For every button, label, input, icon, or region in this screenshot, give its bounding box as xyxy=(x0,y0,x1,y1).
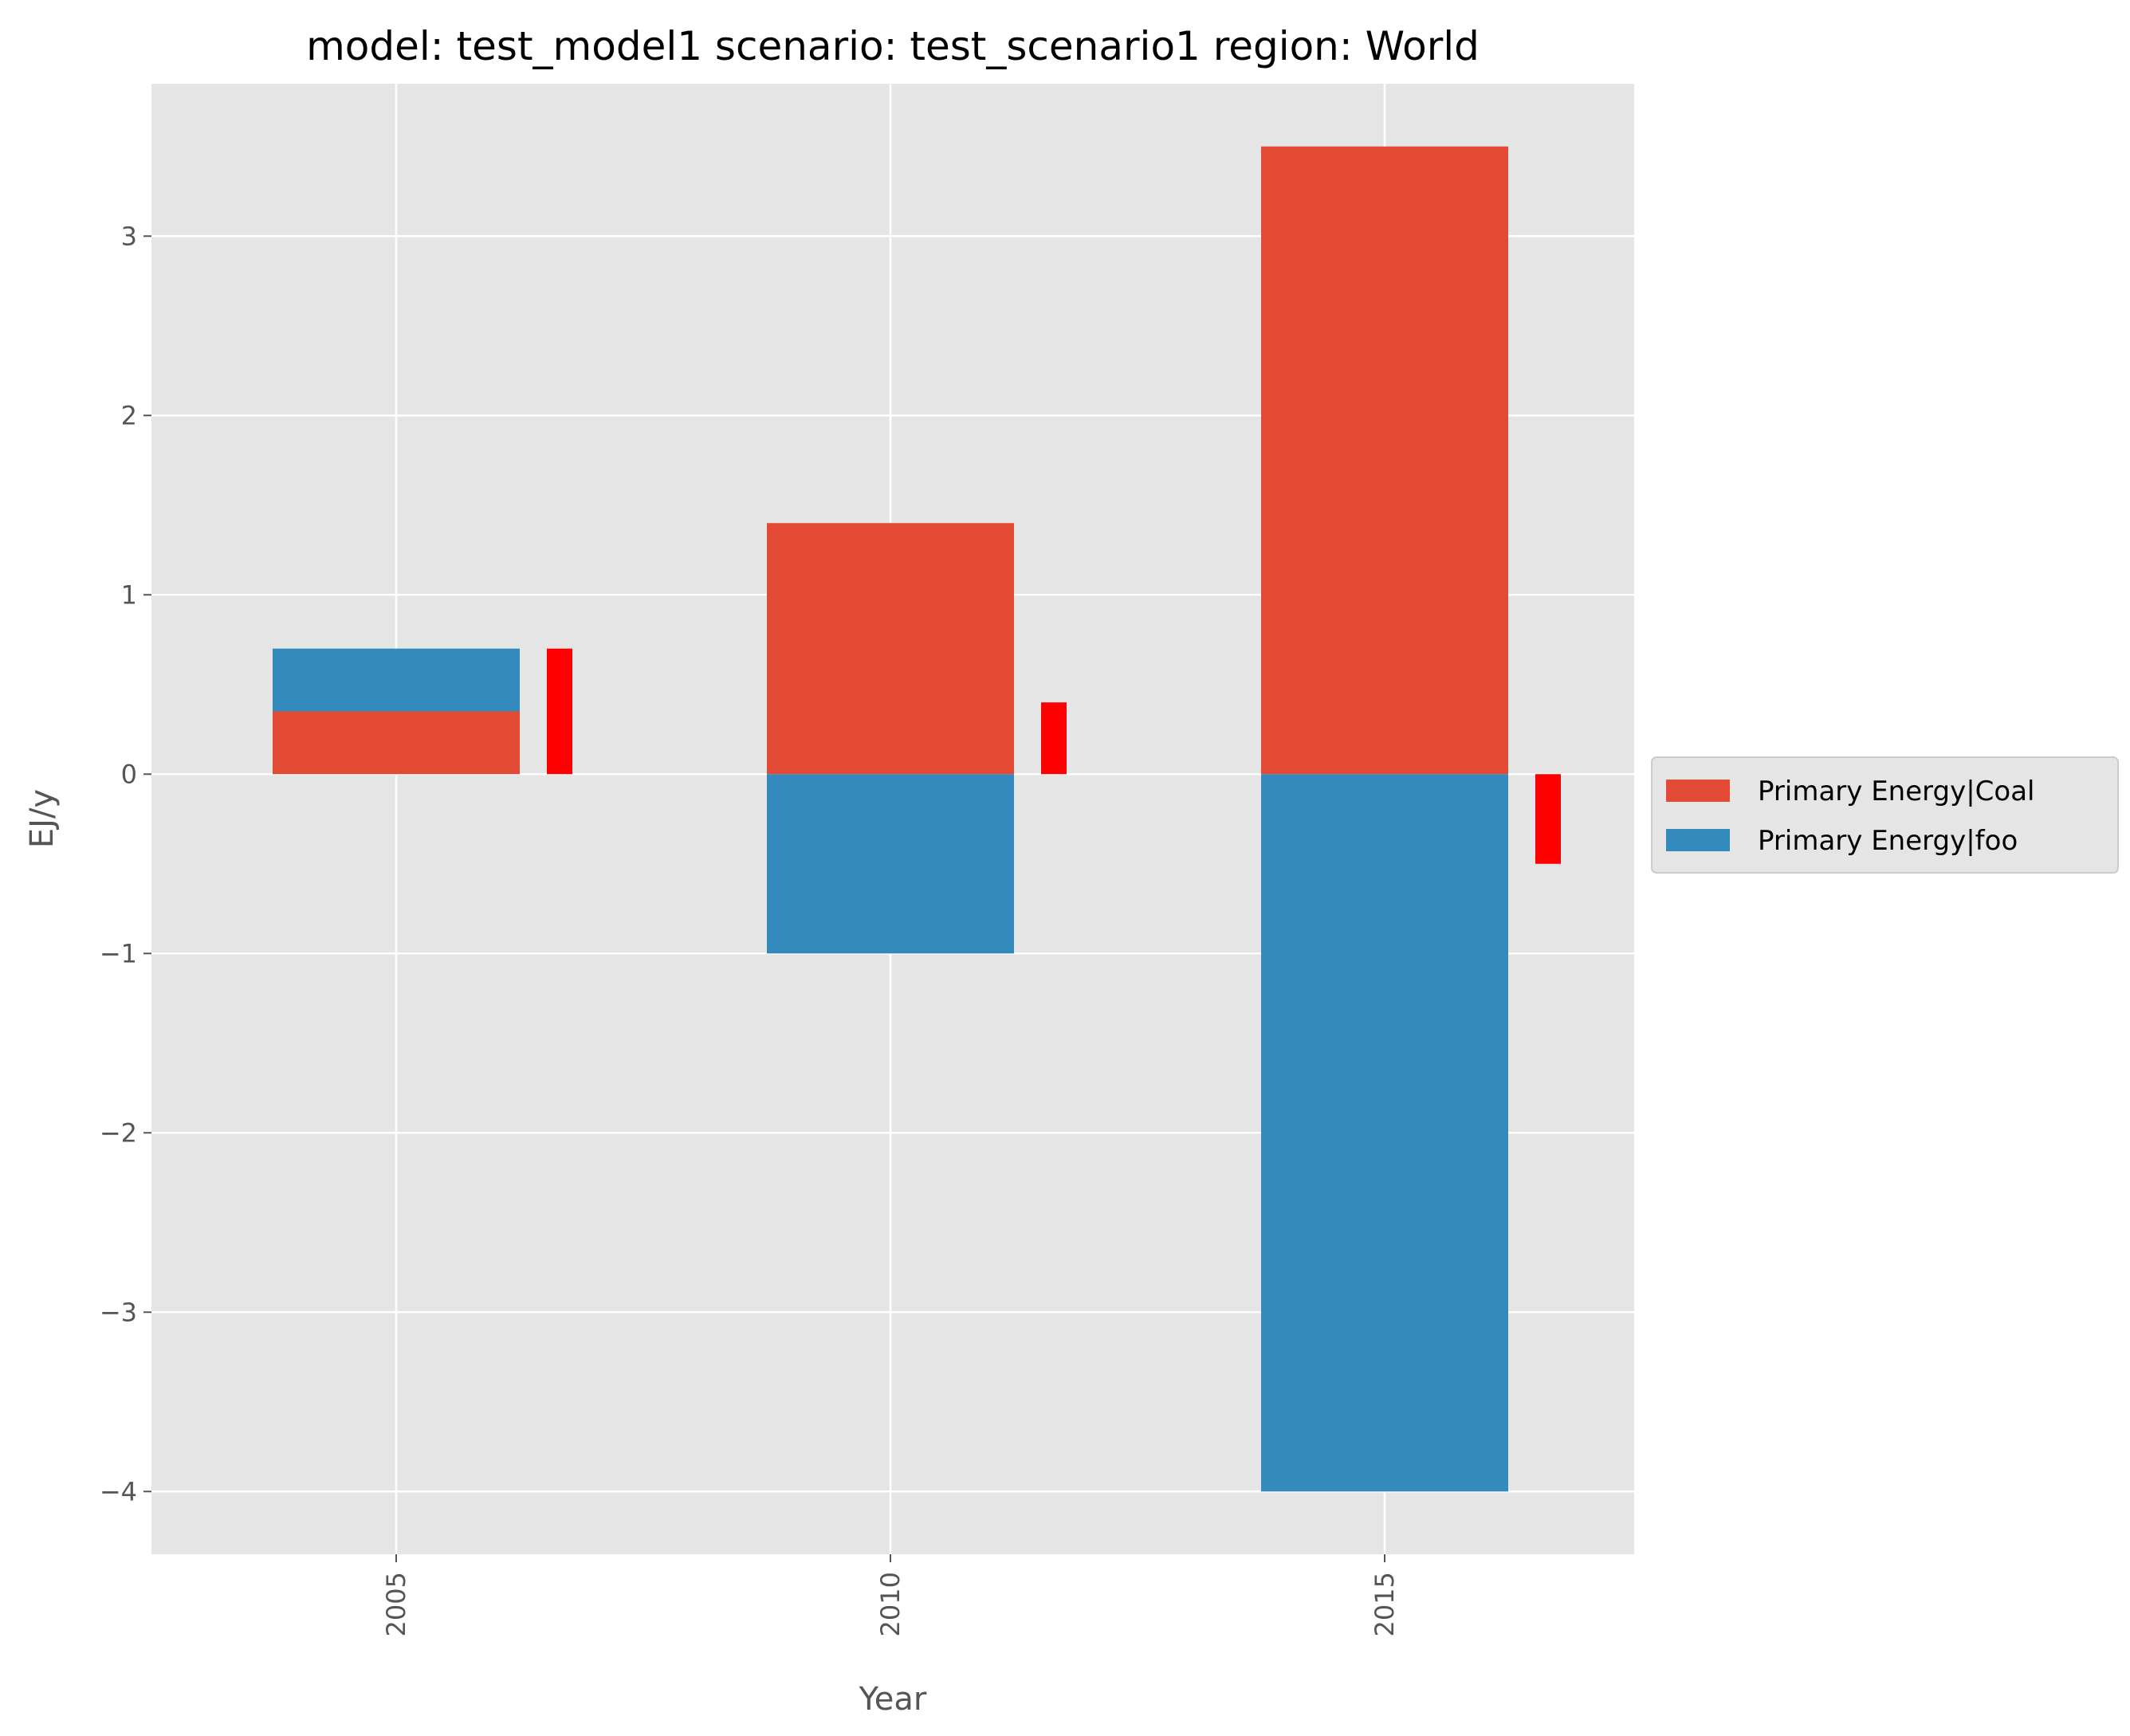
y-tick-label: −2 xyxy=(100,1117,137,1148)
y-axis-label: EJ/y xyxy=(24,789,61,848)
y-tick-label: 3 xyxy=(121,221,137,251)
total-bar-2005 xyxy=(547,648,572,775)
legend-label-coal: Primary Energy|Coal xyxy=(1758,776,2035,807)
y-tick-label: −4 xyxy=(100,1476,137,1506)
bar-foo-2010 xyxy=(767,774,1014,954)
bars xyxy=(273,146,1561,1492)
bar-foo-2005 xyxy=(273,648,520,712)
legend: Primary Energy|Coal Primary Energy|foo xyxy=(1651,756,2119,874)
legend-swatch-foo xyxy=(1666,829,1730,851)
legend-frame xyxy=(1651,756,2119,874)
legend-label-foo: Primary Energy|foo xyxy=(1758,825,2018,857)
bar-coal-2015 xyxy=(1261,146,1508,775)
bar-coal-2010 xyxy=(767,523,1014,775)
x-tick-label: 2010 xyxy=(875,1572,906,1636)
x-tick-label: 2015 xyxy=(1370,1572,1400,1636)
total-bar-2015 xyxy=(1535,774,1561,864)
y-tick-label: 2 xyxy=(121,400,137,430)
bar-coal-2005 xyxy=(273,711,520,775)
x-axis-label: Year xyxy=(859,1681,927,1718)
chart-title: model: test_model1 scenario: test_scenar… xyxy=(306,23,1480,69)
legend-swatch-coal xyxy=(1666,780,1730,802)
y-tick-label: 1 xyxy=(121,579,137,610)
ticks: 3 2 1 0 −1 −2 −3 −4 2005 2010 2015 xyxy=(100,221,1400,1636)
y-tick-label: −3 xyxy=(100,1297,137,1327)
y-tick-label: −1 xyxy=(100,938,137,968)
x-tick-label: 2005 xyxy=(381,1572,411,1636)
total-bar-2010 xyxy=(1041,702,1067,775)
bar-foo-2015 xyxy=(1261,774,1508,1492)
y-tick-label: 0 xyxy=(121,759,137,789)
